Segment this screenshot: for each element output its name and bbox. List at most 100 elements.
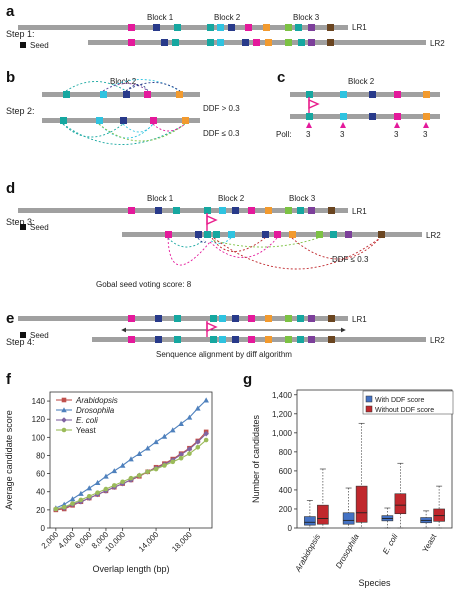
data-point: [203, 397, 209, 403]
data-point: [119, 462, 126, 468]
y-tick-label: 140: [32, 397, 46, 406]
panel-d-score-text: Gobal seed voting score: 8: [96, 280, 192, 289]
panel-d-block1-label: Block 1: [147, 194, 174, 203]
data-point: [178, 420, 184, 427]
panel-b-ddf-high: DDF > 0.3: [203, 104, 240, 113]
x-tick-label: 4,000: [56, 530, 77, 551]
panel-e-read-lr2: [92, 337, 426, 342]
step3-label: Step 3:: [6, 217, 35, 227]
panel-label-g: g: [243, 371, 252, 388]
panel-b-block-label: Block 2: [110, 77, 137, 86]
data-point: [187, 451, 192, 456]
data-point: [103, 486, 109, 492]
data-point: [120, 479, 125, 485]
panel-d-voting-arcs: [167, 237, 381, 270]
lr2-label: LR2: [430, 39, 445, 48]
data-point: [203, 437, 209, 443]
box-with-ddf: [304, 500, 316, 529]
data-point: [103, 473, 109, 479]
y-tick-label: 1,200: [272, 410, 293, 419]
data-point: [61, 397, 67, 403]
chart-f: 0204060801001201402,0004,0006,0008,00010…: [4, 391, 213, 574]
data-point: [128, 456, 134, 462]
panel-b-distance-arcs: [62, 79, 186, 145]
panel-b-read-top: [42, 92, 200, 97]
y-tick-label: 800: [279, 448, 293, 457]
data-point: [61, 504, 67, 510]
data-point: [162, 463, 167, 468]
y-tick-label: 40: [36, 488, 45, 497]
y-tick-label: 1,400: [272, 391, 293, 400]
category-label: E. coli: [381, 532, 400, 556]
panel-c-poll-label: Poll:: [276, 130, 292, 139]
data-point: [169, 427, 176, 433]
legend-box: [362, 390, 454, 415]
seeds-lr1: [128, 24, 334, 31]
y-tick-label: 0: [288, 524, 293, 533]
legend-label: Arabidopsis: [75, 396, 118, 405]
panel-b-seeds-bottom: [60, 117, 189, 124]
panel-d-seeds-lr2: [165, 231, 385, 238]
legend-label: Drosophila: [76, 406, 115, 415]
data-point: [195, 405, 201, 411]
y-tick-label: 400: [279, 486, 293, 495]
x-tick-label: 14,000: [137, 530, 161, 554]
panel-e-seeds-lr2: [128, 336, 335, 343]
panel-d-seed-square: [20, 224, 26, 230]
chart-g-plot-frame: [296, 389, 453, 529]
data-point: [61, 417, 67, 423]
seed-legend-label: Seed: [30, 41, 49, 50]
panel-d-lr1-label: LR1: [352, 207, 367, 216]
data-point: [53, 506, 59, 512]
panel-e-seed-square: [20, 332, 26, 338]
y-tick-label: 20: [36, 506, 45, 515]
panel-a: a Step 1: Block 1 Block 2 Block 3 LR1 LR…: [6, 3, 445, 50]
chart-g: 0 200 400 600 800 1,000 1,200 1,400 Arabidopsis D…: [251, 389, 454, 588]
poll-value: 3: [394, 130, 399, 139]
step1-label: Step 1:: [6, 29, 35, 39]
y-tick-label: 0: [41, 524, 46, 533]
panel-b-seeds-top: [63, 91, 183, 98]
panel-d-block3-label: Block 3: [289, 194, 316, 203]
poll-value: 3: [306, 130, 311, 139]
data-point: [144, 445, 151, 451]
panel-label-d: d: [6, 180, 15, 197]
panel-e: e Step 4: LR1 LR2 Seed: [6, 310, 445, 359]
read-lr1: [18, 25, 348, 30]
legend-label: Yeast: [76, 426, 97, 435]
data-point: [137, 473, 142, 478]
seed-legend-square: [20, 42, 26, 48]
data-point: [195, 439, 201, 445]
x-axis-label: Overlap length (bp): [92, 564, 169, 574]
block2-label: Block 2: [214, 13, 241, 22]
data-point: [86, 493, 92, 499]
panel-d-lr2-label: LR2: [426, 231, 441, 240]
lr1-label: LR1: [352, 23, 367, 32]
panel-d-seeds-lr1: [128, 207, 335, 214]
step4-label: Step 4:: [6, 337, 35, 347]
panel-label-a: a: [6, 3, 15, 20]
panel-label-b: b: [6, 69, 15, 86]
panel-e-lr2-label: LR2: [430, 336, 445, 345]
y-tick-label: 200: [279, 505, 293, 514]
category-label: Arabidopsis: [293, 533, 322, 575]
panel-d-read-lr2: [122, 232, 422, 237]
box: [342, 512, 355, 525]
box: [317, 504, 329, 525]
panel-label-e: e: [6, 310, 14, 327]
data-point: [94, 479, 101, 485]
legend-label: With DDF score: [375, 397, 425, 404]
panel-d-block2-label: Block 2: [218, 194, 245, 203]
data-point: [203, 430, 209, 437]
panel-e-read-lr1: [18, 316, 348, 321]
panel-c-block-label: Block 2: [348, 77, 375, 86]
panel-b: b Step 2: Block 2: [6, 69, 240, 145]
data-point: [136, 450, 143, 456]
poll-value: 3: [423, 130, 428, 139]
legend-entry: E. coli: [56, 416, 98, 425]
x-axis-label: Species: [358, 578, 391, 588]
panel-d-read-lr1: [18, 208, 348, 213]
data-point: [128, 475, 134, 481]
flag-icon: [206, 213, 218, 231]
